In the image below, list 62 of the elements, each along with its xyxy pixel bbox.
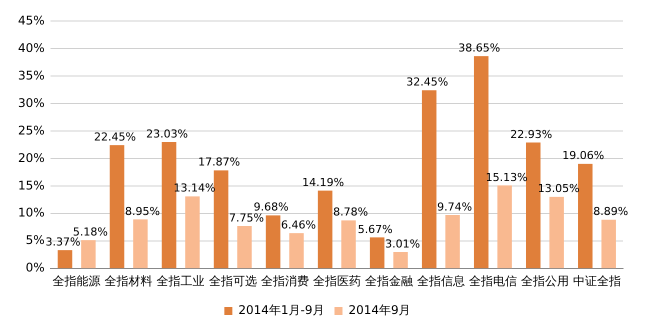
bar <box>185 196 200 268</box>
data-label: 32.45% <box>406 76 448 89</box>
data-label: 19.06% <box>562 149 604 162</box>
y-tick-label: 45% <box>18 13 45 28</box>
y-tick-label: 15% <box>18 178 45 192</box>
x-tick-label: 全指消费 <box>260 274 309 288</box>
bar <box>58 250 72 268</box>
bar <box>214 170 228 268</box>
data-label: 38.65% <box>458 41 500 54</box>
bar <box>578 164 593 268</box>
bar <box>393 252 408 268</box>
y-tick-label: 40% <box>18 40 45 55</box>
data-label: 3.01% <box>385 237 420 250</box>
y-tick-label: 5% <box>26 233 45 248</box>
bar <box>341 220 356 268</box>
bar <box>318 190 332 268</box>
bar <box>474 56 488 268</box>
bar <box>445 215 460 268</box>
bar <box>266 215 280 268</box>
x-tick-label: 全指材料 <box>104 274 153 288</box>
bar <box>81 240 96 268</box>
bar <box>526 142 541 268</box>
x-tick-label: 全指信息 <box>416 274 465 288</box>
data-label: 23.03% <box>146 127 188 140</box>
x-tick-label: 全指医药 <box>312 274 361 288</box>
x-tick-label: 全指工业 <box>156 274 205 288</box>
y-tick-label: 30% <box>18 96 45 110</box>
data-label: 6.46% <box>281 218 316 232</box>
data-label: 22.45% <box>94 130 136 144</box>
data-label: 9.74% <box>437 200 472 214</box>
data-label: 14.19% <box>302 176 344 189</box>
legend-label: 2014年1月-9月 <box>238 303 324 318</box>
bar <box>162 142 176 268</box>
data-label: 8.78% <box>333 206 368 219</box>
data-label: 9.68% <box>254 200 289 214</box>
data-label: 17.87% <box>198 156 240 169</box>
bar <box>110 145 124 268</box>
bar <box>422 90 436 268</box>
y-tick-label: 10% <box>18 206 45 220</box>
data-label: 7.75% <box>229 211 264 224</box>
data-label: 8.89% <box>593 205 628 218</box>
x-tick-label: 全指可选 <box>208 274 257 288</box>
y-tick-label: 20% <box>18 150 45 165</box>
x-tick-label: 全指能源 <box>52 274 101 288</box>
x-tick-label: 中证全指 <box>572 274 621 288</box>
data-label: 8.95% <box>124 204 160 218</box>
bar <box>601 220 616 268</box>
data-label: 22.93% <box>510 128 552 141</box>
x-tick-label: 全指金融 <box>364 274 413 288</box>
x-tick-label: 全指电信 <box>468 274 517 288</box>
data-label: 5.67% <box>358 222 393 236</box>
bar <box>497 185 512 268</box>
legend-label: 2014年9月 <box>348 303 411 318</box>
bar <box>133 219 148 268</box>
bar <box>237 226 252 268</box>
y-tick-label: 0% <box>26 260 45 275</box>
x-tick-label: 全指公用 <box>520 274 569 288</box>
y-tick-label: 25% <box>18 123 45 138</box>
bar <box>549 196 564 268</box>
bar <box>289 233 304 268</box>
bar <box>370 237 384 268</box>
y-tick-label: 35% <box>18 68 45 82</box>
